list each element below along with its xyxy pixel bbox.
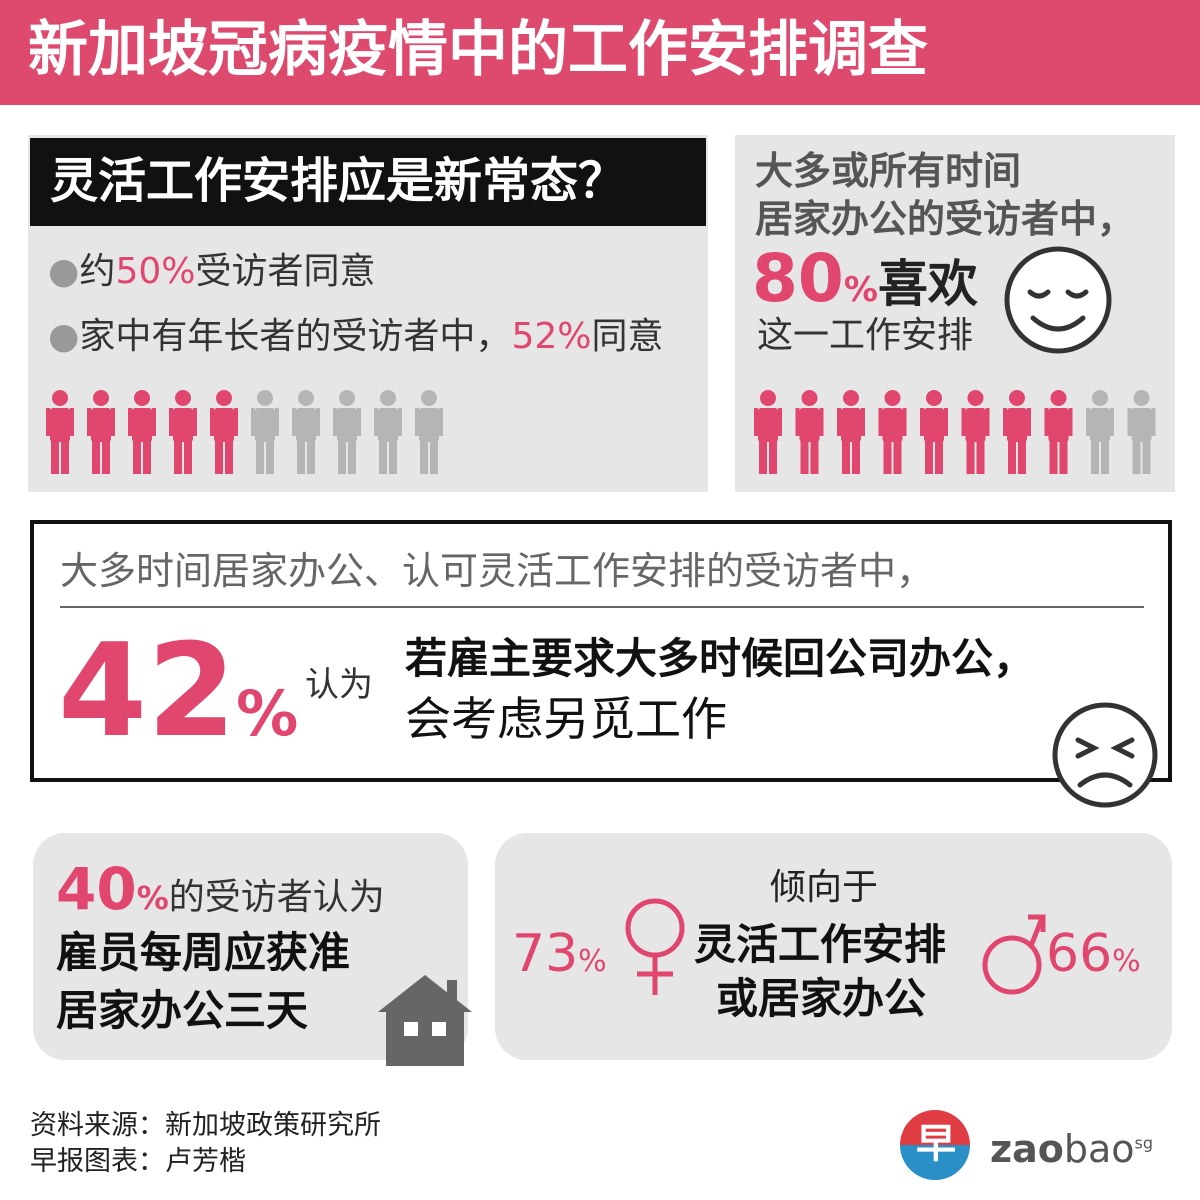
panel-heading: 灵活工作安排应是新常态？ [50, 153, 627, 209]
text: 的受访者认为 [168, 877, 385, 918]
credit: 早报图表：卢芳楷 [30, 1146, 246, 1177]
text: 居家办公三天 [56, 986, 309, 1035]
divider [60, 606, 1144, 608]
bullet: ●家中有年长者的受访者中，52%同意 [48, 319, 663, 355]
text: 若雇主要求大多时候回公司办公， [405, 634, 1036, 683]
unit: % [236, 677, 299, 750]
logo-zao: zao [990, 1127, 1064, 1171]
percent: 66 [1046, 924, 1113, 984]
upset-face [1052, 702, 1158, 808]
percent: 52 [511, 316, 558, 357]
bullet-dot: ● [48, 251, 80, 292]
text: 约 [79, 251, 116, 292]
text: 这一工作安排 [757, 315, 974, 356]
unit: % [1112, 944, 1141, 979]
header-bar [0, 0, 1200, 105]
logo [900, 1110, 970, 1180]
stat: 66% [1046, 928, 1141, 980]
percent: 80 [752, 240, 844, 317]
text: 居家办公的受访者中， [755, 197, 1136, 241]
logo-mark: 早 [916, 1121, 956, 1167]
percent: 42 [58, 617, 237, 766]
female-symbol [625, 898, 685, 995]
stat: 73% [512, 928, 607, 980]
unit: % [161, 251, 196, 292]
stat: 40%的受访者认为 [56, 860, 385, 918]
stat: 80%喜欢 [752, 246, 978, 312]
pictogram [754, 390, 1156, 474]
text: 认为 [305, 665, 373, 705]
text: 家中有年长者的受访者中， [79, 316, 512, 357]
logo-text: zaobaosg [990, 1130, 1153, 1168]
text: 受访者同意 [195, 251, 376, 292]
stat: 42% [58, 628, 298, 756]
heading-bar [30, 138, 706, 226]
unit: % [557, 316, 592, 357]
percent: 50 [115, 251, 162, 292]
text: 同意 [591, 316, 664, 357]
title: 新加坡冠病疫情中的工作安排调查 [28, 15, 928, 85]
text: 雇员每周应获准 [56, 928, 351, 977]
panel [495, 833, 1172, 1060]
text: 灵活工作安排 [694, 920, 947, 969]
text: 或居家办公 [716, 974, 927, 1023]
pictogram [46, 390, 443, 474]
unit: % [136, 879, 169, 917]
text: 倾向于 [770, 867, 879, 908]
unit: % [843, 270, 878, 310]
bullet: ●约50%受访者同意 [48, 254, 375, 290]
text: 大多时间居家办公、认可灵活工作安排的受访者中， [60, 549, 935, 593]
percent: 73 [512, 924, 579, 984]
logo-sg: sg [1134, 1133, 1154, 1153]
text: 喜欢 [877, 255, 978, 313]
panel [30, 520, 1172, 782]
percent: 40 [56, 855, 137, 923]
smiley-face [1004, 246, 1112, 354]
source: 资料来源：新加坡政策研究所 [30, 1110, 381, 1141]
unit: % [578, 944, 607, 979]
bullet-dot: ● [48, 316, 80, 357]
text: 大多或所有时间 [755, 149, 1022, 193]
logo-bao: bao [1063, 1127, 1135, 1171]
text: 会考虑另觅工作 [405, 692, 727, 746]
house-icon [378, 975, 472, 1066]
male-symbol [982, 914, 1046, 995]
